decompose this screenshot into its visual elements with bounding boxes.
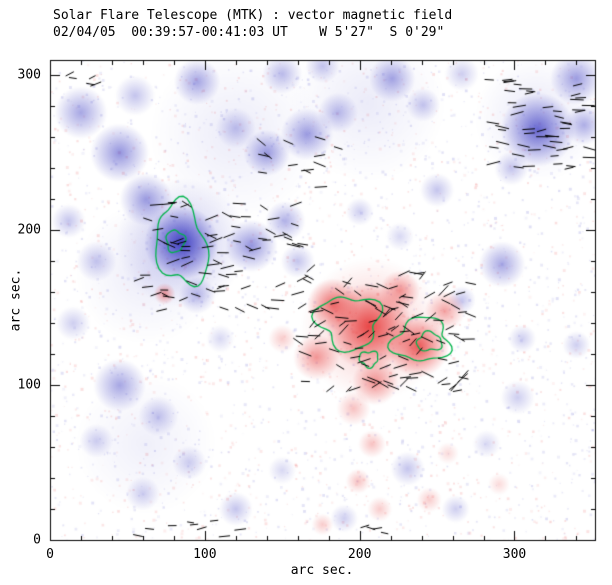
x-tick-label: 100: [193, 547, 217, 562]
x-axis-label: arc sec.: [290, 563, 354, 578]
y-tick-label: 0: [33, 532, 41, 548]
y-axis-label: arc sec.: [8, 268, 24, 332]
y-tick-label: 300: [17, 67, 41, 83]
plot-title: Solar Flare Telescope (MTK) : vector mag…: [53, 8, 453, 23]
plot-subtitle: 02/04/05 00:39:57-00:41:03 UT W 5'27" S …: [53, 25, 445, 40]
y-tick-label: 200: [17, 222, 41, 238]
x-tick-label: 0: [46, 547, 54, 562]
x-tick-label: 300: [502, 547, 527, 562]
x-tick-label: 200: [347, 547, 372, 562]
y-tick-label: 100: [17, 377, 41, 393]
